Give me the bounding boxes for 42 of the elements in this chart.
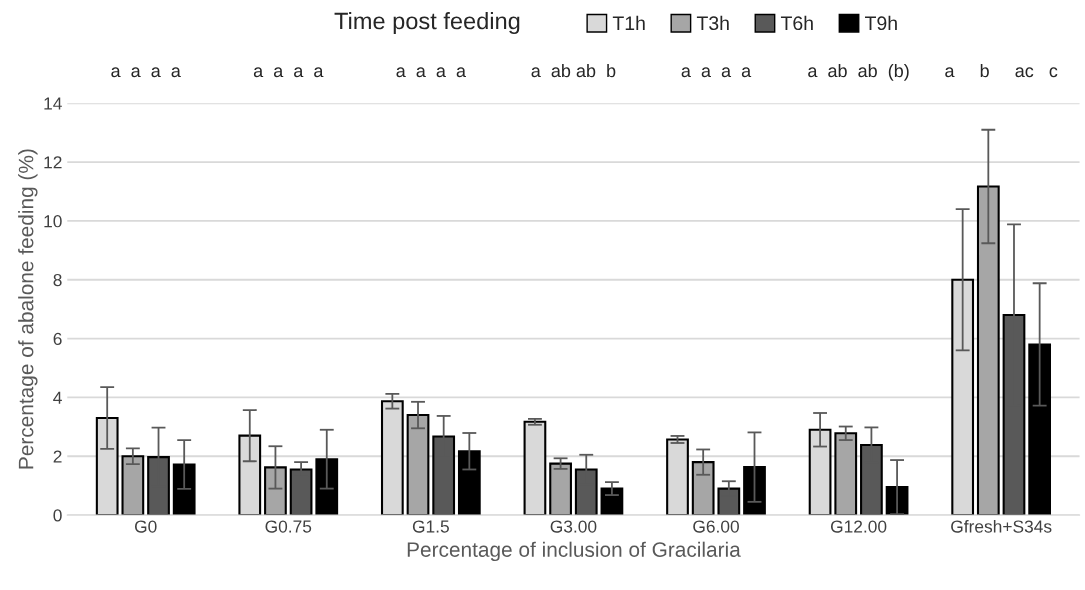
bar [691, 461, 715, 516]
x-tick-label: G0.75 [265, 520, 312, 533]
text: a a a a [396, 67, 466, 78]
bar [121, 455, 145, 516]
x-tick-label: Gfresh+S34s [951, 519, 1052, 533]
bar [743, 466, 766, 516]
x-tick-label: G6.00 [693, 520, 739, 533]
y-tick-label: 10 [44, 215, 62, 228]
text: a a a a [253, 67, 324, 78]
bar [1028, 343, 1052, 516]
bar [172, 463, 196, 516]
y-tick-label: 0 [53, 509, 62, 522]
legend-title: Time post feeding [334, 12, 520, 35]
y-tick-label: 4 [53, 391, 62, 404]
y-tick-label: 12 [44, 156, 62, 169]
text: a ab ab (b) [808, 63, 909, 81]
bar [600, 487, 624, 516]
y-tick-label: 8 [53, 273, 62, 287]
bar [834, 432, 858, 516]
y-tick-label: 6 [53, 332, 62, 346]
legend-label: T9h [865, 15, 897, 31]
x-axis-title: Percentage of inclusion of Gracilaria [407, 541, 741, 562]
legend-label: T1h [612, 15, 645, 30]
x-tick-label: G3.00 [550, 520, 597, 533]
x-tick-label: G1.5 [412, 520, 449, 533]
y-tick-label: 14 [44, 97, 62, 110]
x-tick-label: G12.00 [830, 520, 887, 533]
bar [315, 458, 339, 516]
legend-label: T3h [696, 15, 729, 31]
text: a b ac c [945, 63, 1058, 78]
text: a a a a [681, 67, 752, 78]
y-tick-label: 2 [53, 450, 62, 463]
text: a a a a [111, 67, 181, 78]
legend-label: T6h [780, 15, 813, 31]
x-tick-label: G0 [134, 520, 157, 533]
bar [264, 466, 287, 516]
y-axis-title: Percentage of abalone feeding (%) [18, 149, 38, 469]
text: a ab ab b [531, 63, 616, 78]
bar [406, 414, 430, 516]
bar [976, 185, 1000, 516]
bar [549, 462, 572, 516]
bar [457, 450, 481, 516]
